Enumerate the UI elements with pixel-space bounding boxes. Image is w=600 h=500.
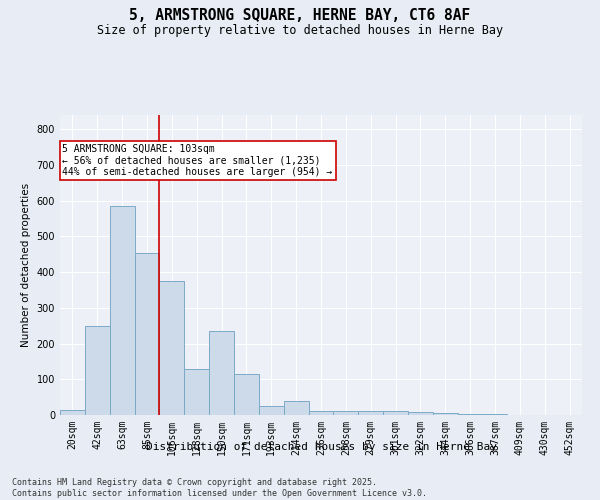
Bar xyxy=(458,414,482,415)
Y-axis label: Number of detached properties: Number of detached properties xyxy=(21,183,31,347)
Text: 5 ARMSTRONG SQUARE: 103sqm
← 56% of detached houses are smaller (1,235)
44% of s: 5 ARMSTRONG SQUARE: 103sqm ← 56% of deta… xyxy=(62,144,333,177)
Bar xyxy=(433,413,458,415)
Bar xyxy=(60,410,85,415)
Bar xyxy=(334,410,358,415)
Bar xyxy=(110,206,134,415)
Bar xyxy=(209,331,234,415)
Text: Distribution of detached houses by size in Herne Bay: Distribution of detached houses by size … xyxy=(146,442,497,452)
Bar xyxy=(134,252,160,415)
Bar xyxy=(234,374,259,415)
Bar xyxy=(308,410,334,415)
Bar xyxy=(160,281,184,415)
Text: Size of property relative to detached houses in Herne Bay: Size of property relative to detached ho… xyxy=(97,24,503,37)
Bar xyxy=(284,402,308,415)
Bar xyxy=(408,412,433,415)
Bar xyxy=(482,414,508,415)
Text: 5, ARMSTRONG SQUARE, HERNE BAY, CT6 8AF: 5, ARMSTRONG SQUARE, HERNE BAY, CT6 8AF xyxy=(130,8,470,22)
Bar xyxy=(85,326,110,415)
Bar xyxy=(383,412,408,415)
Bar xyxy=(184,368,209,415)
Bar xyxy=(358,412,383,415)
Text: Contains HM Land Registry data © Crown copyright and database right 2025.
Contai: Contains HM Land Registry data © Crown c… xyxy=(12,478,427,498)
Bar xyxy=(259,406,284,415)
